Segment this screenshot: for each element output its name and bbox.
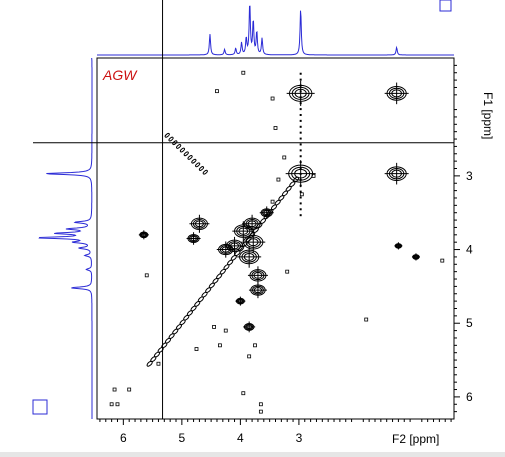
corner-square-bottom-left[interactable] <box>32 399 48 415</box>
noise-contour <box>364 317 369 322</box>
noise-contour <box>218 343 222 348</box>
t1-noise-mark <box>299 167 302 170</box>
noise-contour <box>223 328 228 333</box>
artifact-contour <box>187 155 193 160</box>
noise-contour <box>109 402 114 407</box>
artifact-contour <box>198 166 205 171</box>
artifact-contour <box>176 144 182 149</box>
t1-noise-mark <box>299 178 302 181</box>
t1-noise-mark <box>299 125 302 128</box>
noise-contour <box>156 361 161 366</box>
corner-square-top-right[interactable] <box>439 0 452 12</box>
artifact-contour <box>191 158 197 164</box>
sample-label: AGW <box>102 67 138 83</box>
x-tick-label: 3 <box>296 431 303 445</box>
artifact-contour <box>164 133 170 138</box>
t1-noise-mark <box>299 137 302 140</box>
artifact-contour <box>202 169 208 175</box>
noise-contour <box>270 96 275 101</box>
t1-noise-mark <box>299 172 302 175</box>
contour-layer <box>109 70 445 414</box>
t1-noise-mark <box>299 96 302 99</box>
noise-contour <box>241 391 246 396</box>
artifact-contour <box>195 162 201 168</box>
t1-noise-mark <box>299 155 302 158</box>
y-axis-title: F1 [ppm] <box>481 92 495 139</box>
t1-noise-mark <box>299 131 302 134</box>
bottom-status-strip <box>0 452 505 457</box>
y-tick-label: 3 <box>466 169 473 183</box>
t1-noise-mark <box>299 102 302 105</box>
noise-contour <box>258 402 263 407</box>
t1-noise-mark <box>299 113 302 116</box>
t1-noise-mark <box>299 190 302 193</box>
artifact-contour <box>172 140 178 146</box>
noise-contour <box>311 173 316 178</box>
x-axis-ticks: 6 5 4 3 <box>99 419 452 445</box>
t1-noise-mark <box>299 214 302 217</box>
t1-noise-mark <box>299 184 302 187</box>
t1-noise-mark <box>299 143 302 146</box>
t1-noise-mark <box>299 78 302 81</box>
x-axis-title: F2 [ppm] <box>392 432 439 446</box>
x-tick-label: 6 <box>120 431 127 445</box>
noise-contour <box>270 199 275 204</box>
noise-contour <box>282 155 287 160</box>
t1-noise-mark <box>299 119 302 122</box>
noise-contour <box>299 192 304 197</box>
noise-contour <box>276 177 281 182</box>
artifact-contour <box>168 136 174 142</box>
noise-contour <box>144 273 149 278</box>
t1-noise-mark <box>299 90 302 93</box>
artifact-contour <box>183 151 189 157</box>
t1-noise-mark <box>299 196 302 199</box>
x-tick-label: 4 <box>237 431 244 445</box>
noise-contour <box>440 258 445 263</box>
noise-contour <box>112 387 117 392</box>
noise-contour <box>273 126 278 130</box>
t1-noise-mark <box>299 149 302 152</box>
y-tick-label: 6 <box>466 390 473 404</box>
noise-contour <box>258 409 263 414</box>
projection-trace-f2 <box>97 5 454 56</box>
noise-contour <box>215 89 219 94</box>
y-axis-ticks: 3 4 5 6 <box>454 64 473 413</box>
noise-contour <box>247 354 252 359</box>
t1-noise-mark <box>299 161 302 164</box>
noise-contour <box>115 402 120 407</box>
noise-contour <box>285 269 290 274</box>
noise-contour <box>212 325 216 329</box>
noise-contour <box>253 343 257 348</box>
y-tick-label: 4 <box>466 243 473 257</box>
t1-noise-mark <box>299 108 302 111</box>
x-tick-label: 5 <box>179 431 186 445</box>
noise-contour <box>241 70 246 75</box>
t1-noise-mark <box>299 208 302 211</box>
artifact-contour <box>179 147 186 153</box>
projection-trace-f1 <box>38 58 93 419</box>
noise-contour <box>127 387 132 392</box>
t1-noise-mark <box>299 84 302 87</box>
y-tick-label: 5 <box>466 316 473 330</box>
t1-noise-mark <box>299 202 302 205</box>
noise-contour <box>194 347 199 351</box>
t1-noise-mark <box>299 72 302 75</box>
